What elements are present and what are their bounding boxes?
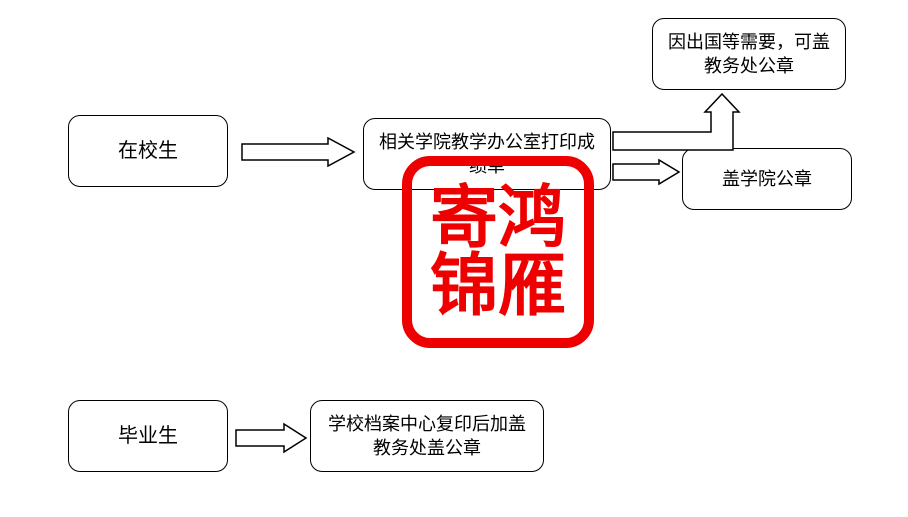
arrow-office-to-college-seal [611, 158, 683, 186]
arrow-graduate-to-archive [234, 422, 310, 454]
node-label: 因出国等需要，可盖教务处公章 [663, 30, 835, 79]
node-label: 在校生 [118, 138, 178, 165]
stamp-text-top: 寄鸿 [430, 184, 566, 252]
node-current-student: 在校生 [68, 115, 228, 187]
stamp-watermark: 寄鸿 锦雁 [402, 156, 594, 348]
node-label: 盖学院公章 [722, 167, 812, 191]
arrow-current-to-office [240, 136, 358, 168]
arrow-office-to-abroad [611, 90, 751, 152]
node-abroad-seal: 因出国等需要，可盖教务处公章 [652, 18, 846, 90]
stamp-text: 寄鸿 锦雁 [430, 184, 566, 320]
node-college-seal: 盖学院公章 [682, 148, 852, 210]
node-label: 学校档案中心复印后加盖教务处盖公章 [321, 412, 533, 461]
node-archive-center: 学校档案中心复印后加盖教务处盖公章 [310, 400, 544, 472]
node-graduate: 毕业生 [68, 400, 228, 472]
stamp-text-bottom: 锦雁 [430, 252, 566, 320]
node-label: 毕业生 [118, 423, 178, 450]
